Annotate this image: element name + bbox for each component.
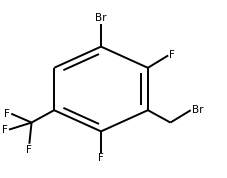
Text: Br: Br: [95, 13, 106, 23]
Text: F: F: [26, 145, 32, 155]
Text: F: F: [4, 109, 10, 119]
Text: F: F: [2, 125, 8, 135]
Text: Br: Br: [191, 105, 202, 115]
Text: F: F: [98, 153, 104, 163]
Text: F: F: [169, 50, 174, 61]
